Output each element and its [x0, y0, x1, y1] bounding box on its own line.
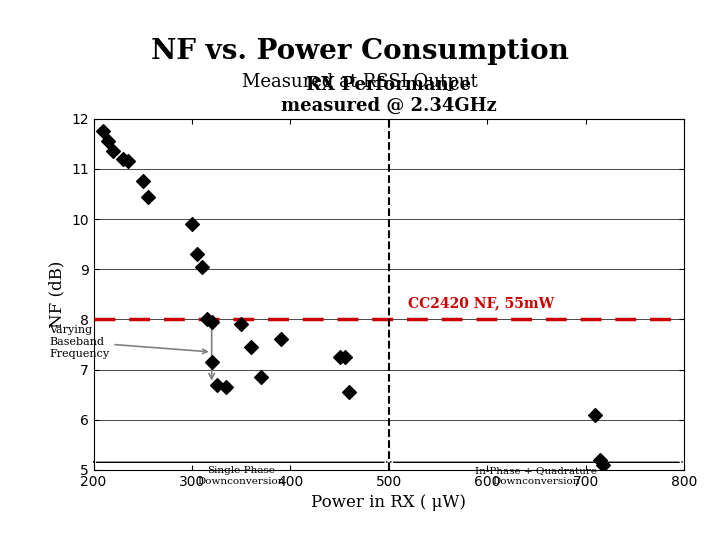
- Point: [595, 455, 606, 464]
- Point: [117, 154, 129, 163]
- Point: [142, 192, 153, 201]
- Title: RX Performance
measured @ 2.34GHz: RX Performance measured @ 2.34GHz: [281, 76, 497, 114]
- Point: [211, 380, 222, 389]
- Y-axis label: NF (dB): NF (dB): [48, 261, 66, 328]
- Point: [186, 220, 198, 228]
- Point: [220, 383, 232, 391]
- Point: [122, 157, 134, 166]
- Point: [201, 315, 212, 323]
- Point: [102, 137, 114, 146]
- Text: NF vs. Power Consumption: NF vs. Power Consumption: [151, 38, 569, 65]
- Text: CC2420 NF, 55mW: CC2420 NF, 55mW: [408, 296, 554, 310]
- Text: Measured at RSSI Output: Measured at RSSI Output: [242, 73, 478, 91]
- X-axis label: Power in RX ( μW): Power in RX ( μW): [311, 494, 467, 511]
- Text: Single-Phase
Downconversion: Single-Phase Downconversion: [197, 466, 285, 485]
- Point: [98, 127, 109, 136]
- Point: [107, 147, 119, 156]
- Point: [590, 410, 601, 419]
- Text: In-Phase + Quadrature
Downconversion: In-Phase + Quadrature Downconversion: [475, 466, 598, 485]
- Text: Varying
Baseband
Frequency: Varying Baseband Frequency: [50, 325, 207, 359]
- Point: [343, 388, 355, 396]
- Point: [334, 353, 346, 361]
- Point: [192, 250, 203, 259]
- Point: [206, 318, 217, 326]
- Point: [246, 342, 257, 351]
- Point: [338, 353, 350, 361]
- Point: [196, 262, 207, 271]
- Point: [255, 373, 266, 381]
- Point: [206, 357, 217, 366]
- Point: [275, 335, 287, 344]
- Point: [235, 320, 247, 329]
- Point: [598, 461, 609, 469]
- Point: [137, 177, 148, 186]
